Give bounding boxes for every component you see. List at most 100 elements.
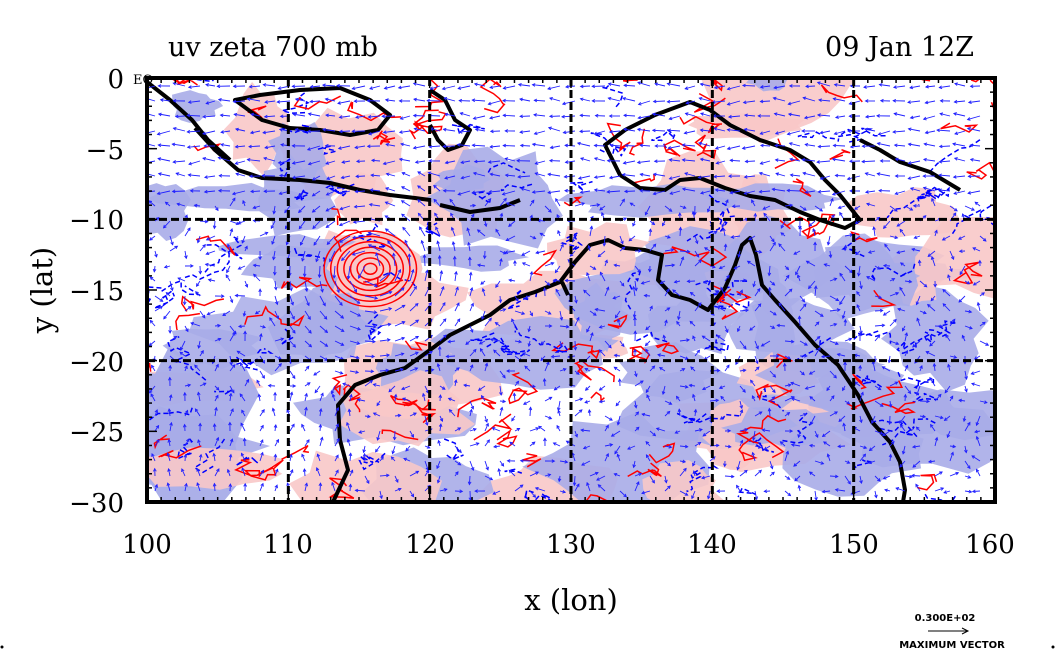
wind-vector-head <box>149 237 153 241</box>
shading-region <box>258 153 339 237</box>
wind-vector <box>873 227 876 237</box>
wind-vector-head <box>758 189 763 194</box>
wind-vector <box>184 250 187 259</box>
wind-vector-head <box>774 143 778 148</box>
wind-vector <box>889 381 898 387</box>
wind-vector-head <box>474 127 479 132</box>
wind-vector-head <box>715 290 720 295</box>
wind-vector-head <box>546 282 551 286</box>
wind-vector-head <box>387 322 392 327</box>
wind-vector-head <box>172 126 177 131</box>
wind-vector <box>274 469 279 477</box>
wind-vector-head <box>252 205 257 210</box>
wind-vector <box>454 271 457 282</box>
wind-vector-head <box>508 278 513 283</box>
wind-vector-head <box>904 349 909 354</box>
wind-vector <box>364 295 378 299</box>
wind-vector <box>364 453 366 462</box>
wind-vector <box>559 460 568 463</box>
wind-vector-head <box>272 256 276 261</box>
wind-vector-head <box>586 272 590 276</box>
wind-vector-head <box>678 226 683 231</box>
wind-vector-head <box>623 189 628 194</box>
wind-vector-head <box>726 128 731 132</box>
wind-vector-head <box>974 429 978 434</box>
wind-vector <box>874 385 881 390</box>
wind-vector <box>668 145 681 149</box>
wind-vector-head <box>819 176 824 180</box>
wind-vector <box>739 470 748 477</box>
wind-vector <box>775 159 786 162</box>
wind-vector-head <box>314 389 319 394</box>
wind-vector <box>574 409 583 417</box>
wind-vector-head <box>816 160 820 164</box>
wind-vector-head <box>715 398 720 403</box>
wind-vector-head <box>815 321 820 326</box>
wind-vector-head <box>752 436 756 441</box>
wind-vector-head <box>793 463 797 467</box>
wind-vector-head <box>953 355 958 359</box>
wind-vector-head <box>534 172 539 176</box>
wind-vector-head <box>790 381 795 386</box>
wind-vector-head <box>785 274 790 279</box>
wind-vector-head <box>744 428 749 432</box>
wind-vector <box>484 475 493 481</box>
wind-vector-head <box>376 436 380 441</box>
wind-vector-head <box>836 352 841 357</box>
wind-vector-head <box>325 192 330 196</box>
wind-vector <box>844 234 853 237</box>
wind-vector-head <box>516 158 520 163</box>
wind-vector-head <box>489 85 494 90</box>
wind-vector-head <box>966 127 971 131</box>
wind-vector-head <box>271 241 275 245</box>
wind-vector-head <box>684 492 689 496</box>
wind-vector <box>748 235 756 240</box>
x-tick-label: 100 <box>122 530 172 560</box>
wind-vector <box>684 172 696 177</box>
contour-line <box>280 328 295 346</box>
wind-vector <box>709 456 716 462</box>
wind-vector <box>824 263 831 267</box>
wind-vector-head <box>349 469 354 474</box>
wind-vector <box>859 445 867 449</box>
wind-vector <box>614 473 621 477</box>
wind-vector-head <box>820 461 825 465</box>
wind-vector <box>934 437 938 447</box>
wind-vector-head <box>358 430 363 434</box>
wind-vector-head <box>877 132 882 136</box>
wind-vector <box>273 205 276 214</box>
contour-line <box>679 115 723 134</box>
wind-vector-head <box>424 421 429 426</box>
wind-vector <box>528 325 531 332</box>
wind-vector-head <box>899 228 904 233</box>
wind-vector-head <box>635 426 640 431</box>
wind-vector <box>664 400 672 405</box>
wind-vector-head <box>466 227 470 232</box>
wind-vector-head <box>812 228 816 232</box>
wind-vector-head <box>628 237 633 242</box>
wind-vector <box>184 306 192 312</box>
wind-vector <box>859 325 862 334</box>
contour-line <box>333 229 363 252</box>
wind-vector <box>865 172 876 177</box>
wind-vector-head <box>876 172 881 176</box>
wind-vector-head <box>170 241 174 246</box>
wind-vector <box>829 370 837 379</box>
wind-vector-head <box>787 492 792 497</box>
wind-vector-head <box>621 198 625 203</box>
wind-vector-head <box>381 114 386 119</box>
wind-vector <box>331 482 336 492</box>
wind-vector <box>221 130 231 133</box>
wind-vector-head <box>267 383 272 388</box>
wind-vector <box>454 427 461 432</box>
wind-vector <box>177 277 186 282</box>
wind-vector-head <box>495 284 499 288</box>
wind-vector <box>679 250 690 253</box>
wind-vector-head <box>888 403 893 408</box>
wind-vector <box>728 115 741 118</box>
wind-vector <box>169 336 177 342</box>
wind-vector-head <box>899 420 903 424</box>
wind-vector <box>925 100 936 104</box>
wind-vector <box>952 143 966 147</box>
wind-vector-head <box>473 82 478 87</box>
